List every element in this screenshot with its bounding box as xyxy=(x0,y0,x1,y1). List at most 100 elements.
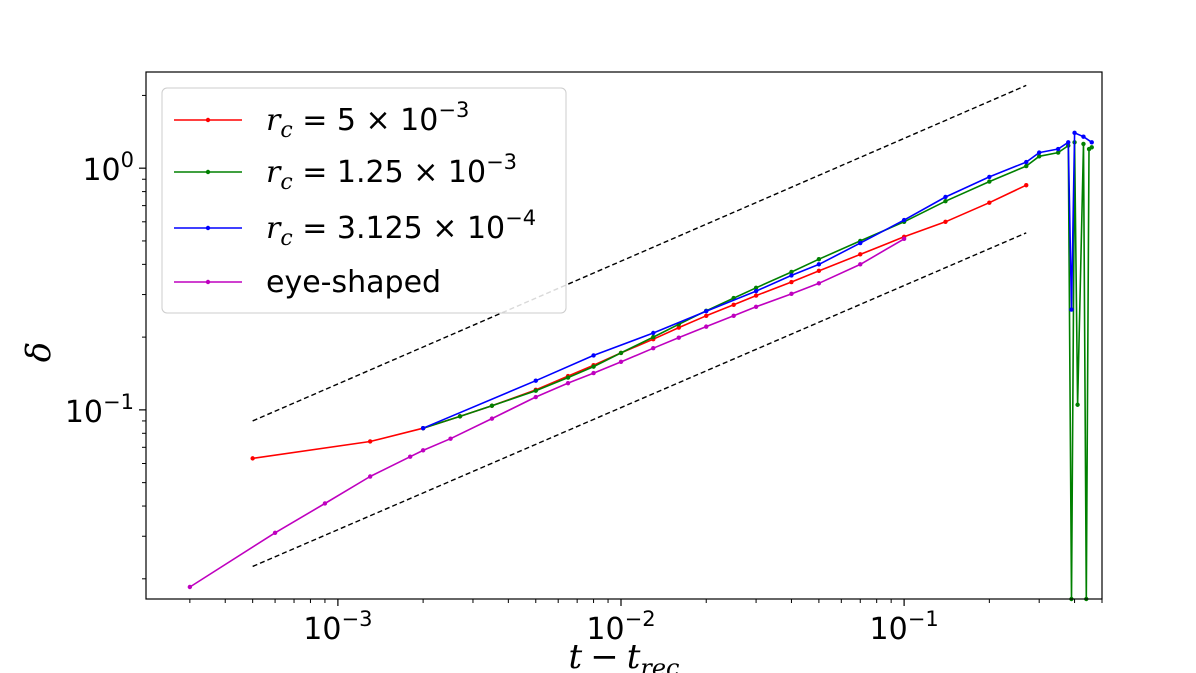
legend-exp: −3 xyxy=(486,150,517,174)
data-point xyxy=(250,456,255,461)
data-point xyxy=(1036,154,1042,159)
y-tick-label: 10−1 xyxy=(65,390,134,430)
legend-sub: c xyxy=(280,226,292,251)
data-point xyxy=(753,304,759,309)
tick-base: 10 xyxy=(65,395,103,430)
data-point xyxy=(901,236,907,242)
data-point xyxy=(1024,159,1029,165)
data-point xyxy=(731,313,736,319)
data-point xyxy=(272,530,278,536)
data-point xyxy=(651,334,656,340)
data-point xyxy=(565,380,571,386)
data-point xyxy=(676,335,681,340)
data-point xyxy=(651,330,656,336)
plot-frame xyxy=(145,71,1103,600)
data-point xyxy=(704,324,709,329)
x-axis-label-var: t xyxy=(627,637,641,673)
data-point xyxy=(1089,140,1094,145)
data-point xyxy=(943,199,948,204)
data-point xyxy=(1036,150,1042,155)
data-point xyxy=(322,501,328,506)
data-point xyxy=(789,291,794,297)
data-point xyxy=(457,414,463,419)
data-point xyxy=(618,359,624,365)
x-tick-label: 10−3 xyxy=(303,607,372,647)
data-point xyxy=(704,309,709,314)
legend-item-4: eye-shaped xyxy=(174,265,441,300)
reference-line-2 xyxy=(252,232,1027,568)
legend-marker xyxy=(205,279,211,285)
data-point xyxy=(858,240,863,246)
x-tick-label: 10−2 xyxy=(586,607,655,647)
legend-label: rc = 3.125 × 10−4 xyxy=(266,206,536,251)
data-point xyxy=(816,262,822,267)
tick-exponent: −3 xyxy=(341,607,372,631)
legend-exp: −4 xyxy=(505,206,536,230)
data-point xyxy=(789,273,794,278)
legend-sub: c xyxy=(280,118,292,143)
series-3 xyxy=(420,130,1094,431)
legend-marker xyxy=(205,117,211,123)
series-4 xyxy=(187,236,907,590)
legend-item-2: rc = 1.25 × 10−3 xyxy=(174,150,517,195)
data-point xyxy=(533,378,538,383)
legend-var: r xyxy=(266,155,282,190)
legend-sub: c xyxy=(280,170,292,195)
tick-exponent: 0 xyxy=(121,148,134,172)
data-point xyxy=(367,439,373,444)
data-point xyxy=(901,217,907,223)
data-point xyxy=(420,448,426,453)
data-point xyxy=(420,425,426,431)
x-axis-label-main: t xyxy=(569,637,583,673)
data-point xyxy=(1069,307,1074,312)
data-point xyxy=(753,285,759,290)
legend-var: r xyxy=(266,103,282,138)
data-point xyxy=(1066,140,1071,145)
tick-base: 10 xyxy=(82,153,120,188)
series-line xyxy=(422,132,1093,429)
data-point xyxy=(565,375,571,380)
data-point xyxy=(533,394,538,400)
data-point xyxy=(943,194,948,200)
data-point xyxy=(367,474,373,479)
data-point xyxy=(448,436,453,441)
tick-base: 10 xyxy=(586,612,624,647)
data-point xyxy=(943,219,948,224)
legend-marker xyxy=(205,225,211,231)
data-point xyxy=(858,252,863,257)
data-point xyxy=(618,350,624,356)
data-point xyxy=(533,388,538,393)
legend-var: r xyxy=(266,211,282,246)
tick-base: 10 xyxy=(303,612,341,647)
reference-lines xyxy=(252,84,1027,568)
data-point xyxy=(1089,145,1094,150)
data-point xyxy=(987,179,992,184)
data-point xyxy=(489,416,495,421)
data-point xyxy=(1024,183,1029,188)
data-point xyxy=(1081,134,1086,139)
x-axis-label-sub: rec xyxy=(640,654,679,673)
data-point xyxy=(591,353,596,358)
data-point xyxy=(816,268,822,274)
data-point xyxy=(789,269,794,275)
x-axis-label: t − trec xyxy=(569,637,680,673)
data-point xyxy=(987,174,992,180)
data-point xyxy=(651,345,656,351)
x-axis: 10−3 10−2 10−1 xyxy=(189,599,1103,647)
data-point xyxy=(591,364,596,369)
data-point xyxy=(187,584,193,590)
legend-item-3: rc = 3.125 × 10−4 xyxy=(174,206,536,251)
x-tick-label: 10−1 xyxy=(870,607,939,647)
tick-exponent: −2 xyxy=(625,607,656,631)
legend-item-1: rc = 5 × 10−3 xyxy=(174,98,469,143)
data-point xyxy=(731,302,736,308)
tick-exponent: −1 xyxy=(103,390,134,414)
legend-rest: = 5 × 10 xyxy=(293,103,439,138)
data-point xyxy=(591,370,596,376)
series-layer xyxy=(187,130,1094,602)
tick-base: 10 xyxy=(870,612,908,647)
data-point xyxy=(1081,141,1086,147)
legend-rest: = 1.25 × 10 xyxy=(293,155,486,190)
